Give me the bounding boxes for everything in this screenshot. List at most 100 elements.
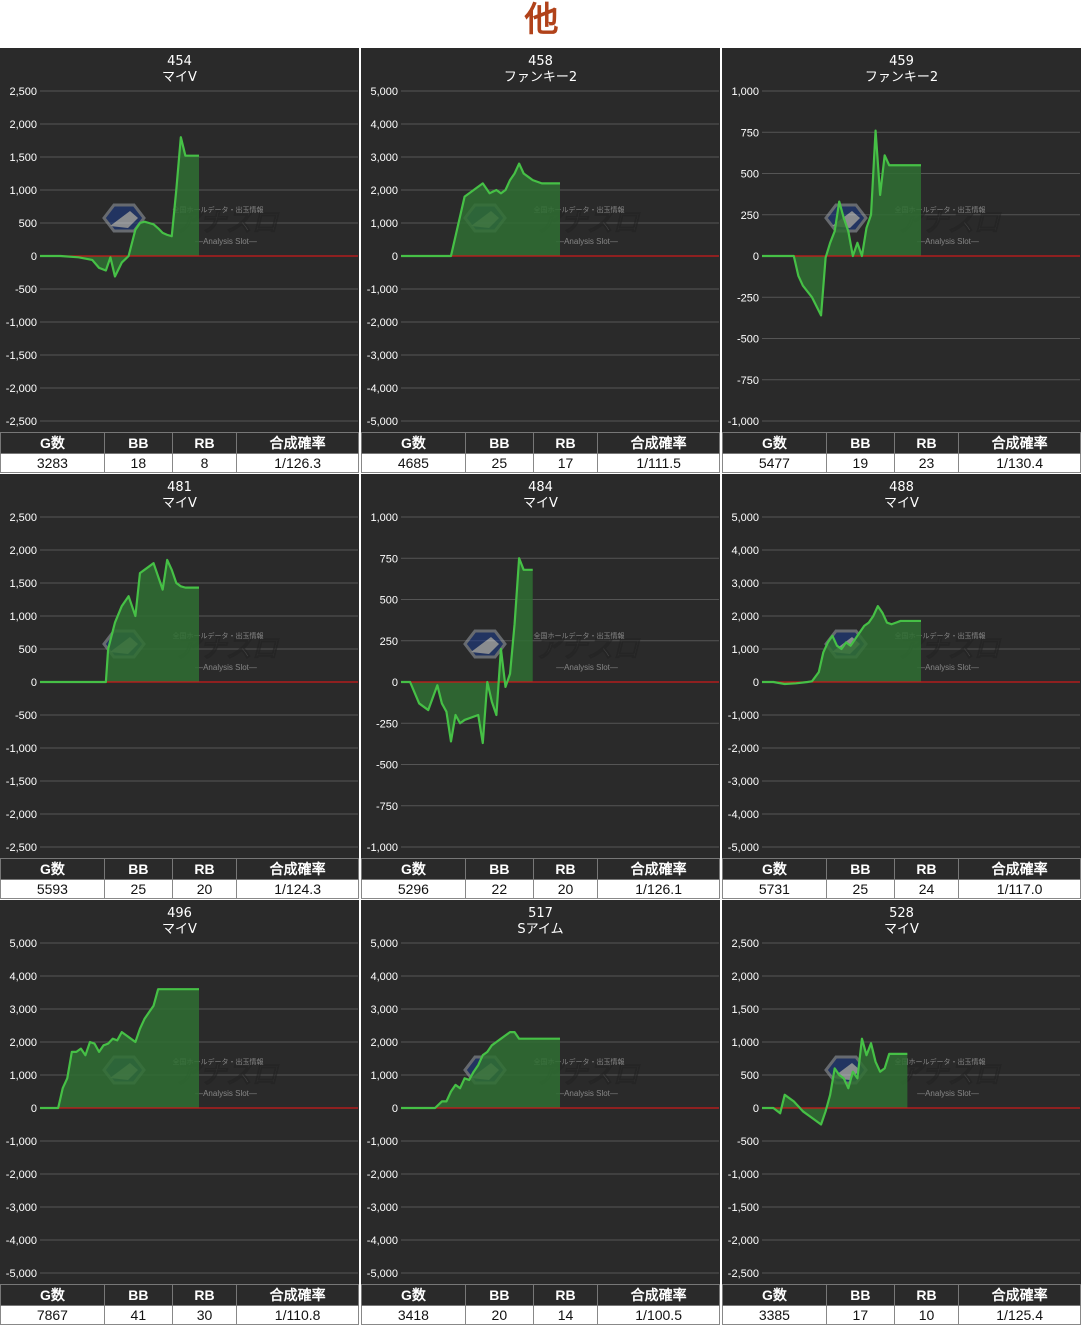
y-tick-label: 0 [392, 1103, 398, 1115]
y-tick-label: -1,000 [367, 842, 398, 854]
y-tick-label: 0 [753, 677, 759, 689]
y-tick-label: 1,000 [731, 1037, 759, 1049]
stats-header: RB [171, 1284, 238, 1306]
stats-header: 合成確率 [236, 858, 359, 880]
stats-header: G数 [722, 858, 827, 880]
stat-rb: 10 [893, 1305, 960, 1325]
series-line [762, 1037, 908, 1126]
y-tick-label: -2,500 [6, 842, 37, 854]
stats-header: RB [532, 1284, 599, 1306]
watermark-top: 全国ホールデータ・出玉情報 [895, 205, 986, 214]
y-tick-label: -5,000 [6, 1268, 37, 1280]
watermark-top: 全国ホールデータ・出玉情報 [173, 1057, 264, 1066]
y-tick-label: 750 [741, 127, 759, 139]
stats-table: G数 BB RB 合成確率 3283 18 8 1/126.3 [0, 432, 359, 473]
y-tick-label: 1,000 [9, 1070, 37, 1082]
y-tick-label: -1,500 [6, 776, 37, 788]
stat-probability: 1/126.1 [597, 879, 720, 899]
y-tick-label: -1,500 [6, 350, 37, 362]
chart-subtitle: Sアイム [517, 922, 563, 937]
stats-header: G数 [361, 432, 466, 454]
stat-bb: 19 [825, 453, 895, 473]
y-tick-label: -2,500 [6, 416, 37, 428]
stat-bb: 18 [103, 453, 173, 473]
chart-subtitle: マイV [884, 922, 919, 937]
y-tick-label: -2,000 [6, 809, 37, 821]
stat-games: 3418 [361, 1305, 466, 1325]
y-tick-label: -4,000 [6, 1235, 37, 1247]
stats-header: 合成確率 [958, 432, 1081, 454]
series-area [401, 1032, 560, 1108]
page-title: 他 [524, 0, 559, 40]
series-line [40, 988, 199, 1110]
y-tick-label: 500 [19, 644, 37, 656]
y-tick-label: -3,000 [6, 1202, 37, 1214]
watermark-top: 全国ホールデータ・出玉情報 [534, 1057, 625, 1066]
y-tick-label: 2,500 [731, 938, 759, 950]
series-area [401, 558, 533, 744]
y-tick-label: 0 [753, 1103, 759, 1115]
stats-table: G数 BB RB 合成確率 7867 41 30 1/110.8 [0, 1284, 359, 1325]
watermark-sub: ―Analysis Slot― [195, 663, 257, 672]
y-tick-label: -2,500 [728, 1268, 759, 1280]
series-area [762, 130, 921, 316]
y-tick-label: 2,500 [9, 512, 37, 524]
stat-games: 3283 [0, 453, 105, 473]
y-tick-label: 2,000 [9, 545, 37, 557]
stat-rb: 30 [171, 1305, 238, 1325]
chart-panel: 458 ファンキー2 5,000 4,000 3,000 2,000 1,000 0 -1,00… [361, 48, 720, 473]
stats-header: RB [532, 432, 599, 454]
stat-probability: 1/100.5 [597, 1305, 720, 1325]
watermark-logo: アナスロ―Analysis Slot― 全国ホールデータ・出玉情報 [463, 629, 641, 672]
y-tick-label: 1,000 [9, 611, 37, 623]
stat-probability: 1/125.4 [958, 1305, 1081, 1325]
y-tick-label: -3,000 [367, 1202, 398, 1214]
y-tick-label: -4,000 [367, 383, 398, 395]
chart-subtitle: マイV [162, 922, 197, 937]
stats-header: G数 [0, 858, 105, 880]
chart-title: 458 [528, 54, 553, 69]
stats-header: BB [103, 1284, 173, 1306]
y-tick-label: 2,500 [9, 86, 37, 98]
y-tick-label: 2,000 [731, 971, 759, 983]
y-tick-label: 5,000 [370, 938, 398, 950]
stat-bb: 20 [464, 1305, 534, 1325]
stat-games: 5731 [722, 879, 827, 899]
stat-games: 3385 [722, 1305, 827, 1325]
y-tick-label: 3,000 [370, 152, 398, 164]
y-tick-label: 5,000 [9, 938, 37, 950]
watermark-brand: アナスロ [896, 1060, 1001, 1090]
watermark-top: 全国ホールデータ・出玉情報 [173, 631, 264, 640]
y-tick-label: 4,000 [370, 119, 398, 131]
stats-header: G数 [361, 1284, 466, 1306]
chart-subtitle: マイV [884, 496, 919, 511]
series-area [40, 559, 199, 682]
y-tick-label: -2,000 [728, 743, 759, 755]
y-tick-label: 500 [741, 169, 759, 181]
series-line [401, 557, 533, 745]
y-tick-label: -1,500 [728, 1202, 759, 1214]
stats-header: BB [825, 858, 895, 880]
y-tick-label: 5,000 [731, 512, 759, 524]
stat-bb: 22 [464, 879, 534, 899]
watermark-sub: ―Analysis Slot― [917, 1089, 979, 1098]
chart-title: 528 [889, 906, 914, 921]
y-tick-label: 250 [380, 636, 398, 648]
stats-table: G数 BB RB 合成確率 5296 22 20 1/126.1 [361, 858, 720, 899]
chart-subtitle: マイV [162, 70, 197, 85]
y-tick-label: -500 [737, 334, 759, 346]
y-tick-label: 500 [19, 218, 37, 230]
y-tick-label: -1,000 [728, 1169, 759, 1181]
stat-rb: 20 [171, 879, 238, 899]
chart-title: 488 [889, 480, 914, 495]
y-tick-label: -1,000 [728, 416, 759, 428]
stats-header: 合成確率 [958, 1284, 1081, 1306]
y-tick-label: -2,000 [6, 383, 37, 395]
stat-probability: 1/126.3 [236, 453, 359, 473]
